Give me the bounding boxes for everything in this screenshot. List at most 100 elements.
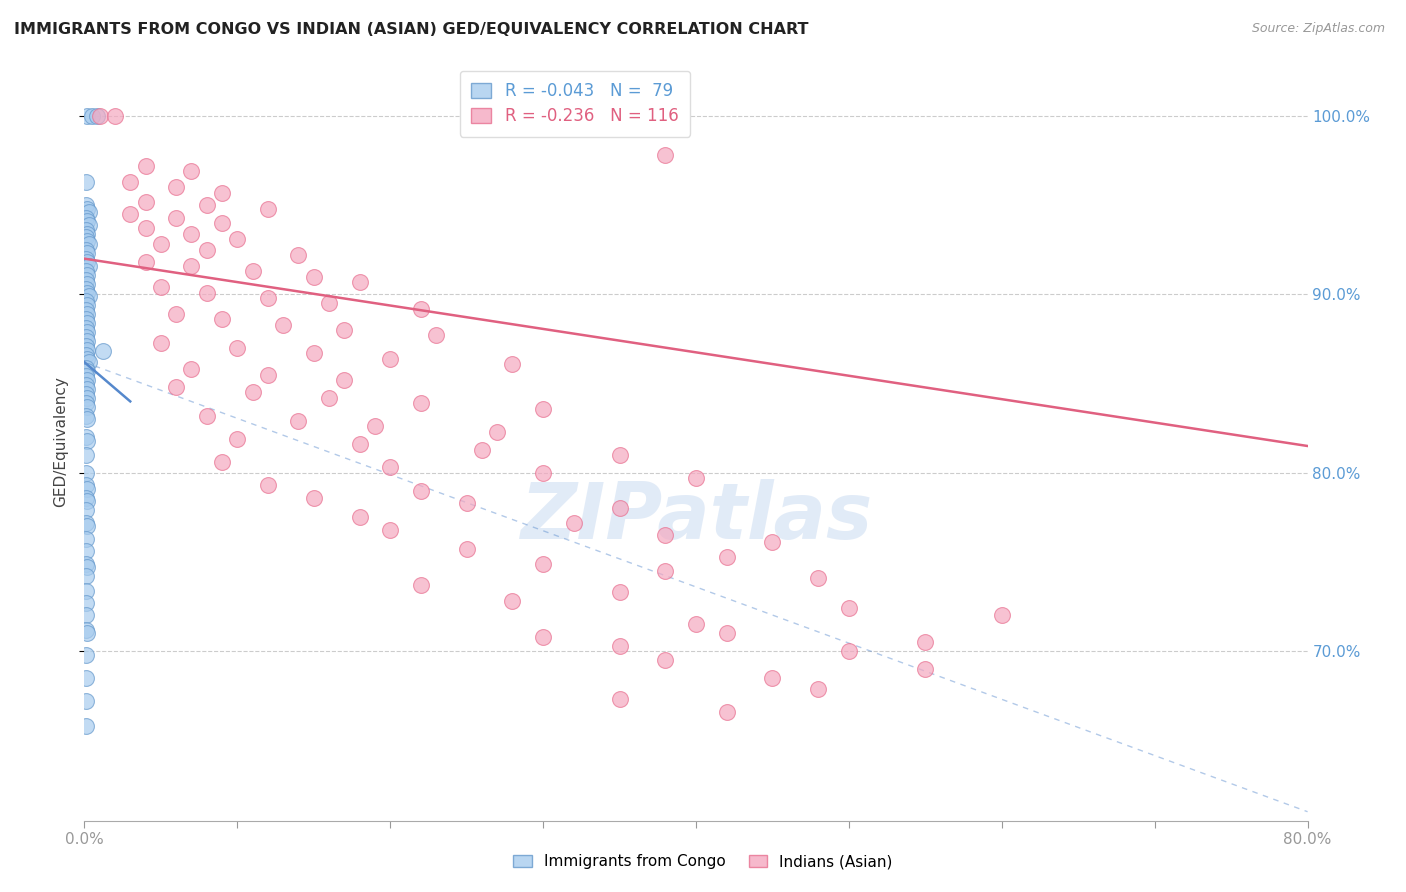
Point bbox=[75, 396, 97, 410]
Point bbox=[180, 259, 202, 273]
Point bbox=[76, 277, 98, 291]
Point bbox=[180, 164, 202, 178]
Point bbox=[76, 494, 98, 508]
Point bbox=[135, 221, 157, 235]
Point bbox=[76, 373, 98, 387]
Point bbox=[77, 205, 100, 219]
Point bbox=[76, 434, 98, 448]
Point bbox=[75, 369, 97, 384]
Point bbox=[654, 653, 676, 667]
Point bbox=[211, 216, 233, 230]
Point bbox=[380, 460, 402, 475]
Point bbox=[333, 373, 356, 387]
Point bbox=[165, 307, 187, 321]
Point bbox=[654, 148, 676, 162]
Point bbox=[76, 285, 98, 300]
Point bbox=[75, 430, 97, 444]
Point bbox=[75, 569, 97, 583]
Point bbox=[75, 466, 97, 480]
Point bbox=[76, 307, 98, 321]
Point bbox=[456, 542, 478, 557]
Point bbox=[716, 626, 738, 640]
Point bbox=[77, 259, 100, 273]
Point bbox=[180, 362, 202, 376]
Point bbox=[165, 211, 187, 225]
Point bbox=[195, 285, 218, 300]
Point bbox=[75, 544, 97, 558]
Point bbox=[77, 218, 100, 232]
Point bbox=[609, 501, 631, 516]
Point bbox=[654, 528, 676, 542]
Point bbox=[287, 414, 309, 428]
Point bbox=[76, 246, 98, 260]
Point bbox=[75, 243, 97, 257]
Point bbox=[75, 596, 97, 610]
Point bbox=[302, 269, 325, 284]
Point bbox=[226, 432, 249, 446]
Point bbox=[76, 412, 98, 426]
Point bbox=[226, 232, 249, 246]
Point bbox=[242, 385, 264, 400]
Point bbox=[75, 312, 97, 326]
Point bbox=[75, 360, 97, 375]
Point bbox=[135, 255, 157, 269]
Point bbox=[77, 237, 100, 252]
Point bbox=[75, 264, 97, 278]
Point bbox=[76, 316, 98, 330]
Point bbox=[75, 282, 97, 296]
Point bbox=[807, 681, 830, 696]
Point bbox=[76, 255, 98, 269]
Point bbox=[716, 549, 738, 564]
Point bbox=[716, 705, 738, 719]
Point bbox=[75, 448, 97, 462]
Point bbox=[75, 198, 97, 212]
Point bbox=[75, 623, 97, 637]
Point bbox=[195, 409, 218, 423]
Point bbox=[75, 294, 97, 309]
Point bbox=[609, 448, 631, 462]
Point bbox=[195, 243, 218, 257]
Point bbox=[75, 532, 97, 546]
Point bbox=[380, 523, 402, 537]
Point bbox=[409, 396, 432, 410]
Point bbox=[271, 318, 294, 332]
Point bbox=[562, 516, 585, 530]
Point bbox=[75, 719, 97, 733]
Point bbox=[409, 578, 432, 592]
Point bbox=[349, 275, 371, 289]
Point bbox=[75, 557, 97, 571]
Point bbox=[531, 557, 554, 571]
Point bbox=[75, 694, 97, 708]
Point bbox=[86, 109, 108, 123]
Point bbox=[75, 583, 97, 598]
Point bbox=[531, 630, 554, 644]
Point bbox=[104, 109, 127, 123]
Point bbox=[149, 335, 172, 350]
Point bbox=[76, 268, 98, 282]
Point bbox=[257, 478, 280, 492]
Point bbox=[685, 617, 707, 632]
Point bbox=[75, 608, 97, 623]
Point bbox=[211, 186, 233, 200]
Point bbox=[75, 211, 97, 225]
Point bbox=[318, 391, 340, 405]
Point bbox=[364, 419, 387, 434]
Point bbox=[76, 234, 98, 248]
Point bbox=[76, 214, 98, 228]
Point bbox=[77, 355, 100, 369]
Point bbox=[76, 482, 98, 496]
Point bbox=[76, 626, 98, 640]
Point bbox=[75, 671, 97, 685]
Point bbox=[654, 564, 676, 578]
Point bbox=[914, 635, 936, 649]
Point bbox=[531, 401, 554, 416]
Point bbox=[502, 594, 524, 608]
Point bbox=[75, 303, 97, 318]
Point bbox=[991, 608, 1014, 623]
Point bbox=[226, 341, 249, 355]
Point bbox=[838, 601, 860, 615]
Point bbox=[75, 387, 97, 401]
Point bbox=[135, 194, 157, 209]
Point bbox=[380, 351, 402, 366]
Point bbox=[257, 368, 280, 382]
